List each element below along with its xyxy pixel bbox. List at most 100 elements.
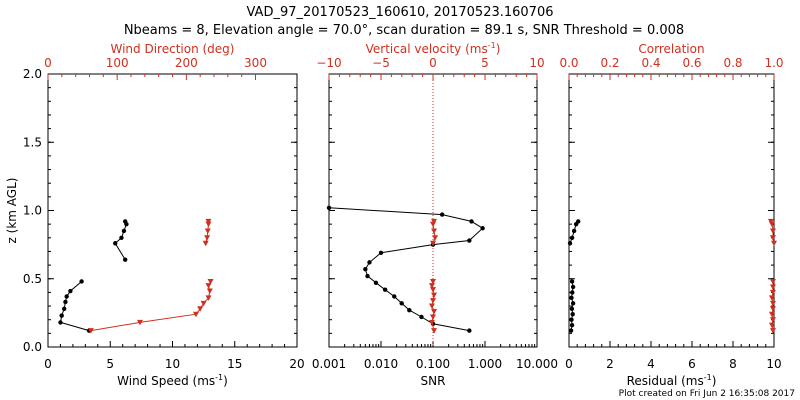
x-bottom-tick-label: 10 (165, 357, 180, 371)
series-line (90, 281, 211, 332)
data-point-triangle (428, 283, 435, 289)
data-point-triangle (431, 309, 438, 315)
data-point (469, 219, 474, 224)
y-axis-label: z (km AGL) (5, 178, 19, 244)
data-point (569, 322, 575, 328)
data-point (570, 284, 576, 290)
data-point (571, 228, 577, 234)
data-point-triangle (431, 292, 438, 299)
x-top-axis-label: Vertical velocity (ms-1) (366, 41, 501, 56)
x-bottom-tick-label: 15 (227, 357, 242, 371)
data-point (439, 212, 445, 217)
data-point-triangle (202, 240, 209, 247)
data-point-triangle (769, 289, 776, 296)
data-point-triangle (430, 298, 436, 304)
data-point (64, 294, 69, 299)
data-point-triangle (204, 235, 211, 241)
x-top-axis-label: Wind Direction (deg) (111, 42, 235, 56)
data-point (326, 205, 332, 210)
x-bottom-tick-label: 0 (44, 357, 52, 371)
data-point-triangle (428, 303, 435, 310)
data-point (570, 301, 576, 306)
x-bottom-tick-label: 0 (565, 357, 573, 371)
data-point (576, 219, 581, 224)
x-bottom-tick-label: 5 (106, 357, 114, 371)
data-point (569, 317, 574, 322)
x-top-tick-label: 0 (44, 56, 52, 70)
data-point-triangle (768, 322, 775, 329)
data-point-triangle (136, 319, 143, 326)
data-point (569, 306, 575, 311)
x-bottom-tick-label: 10 (766, 357, 781, 371)
data-point (122, 257, 128, 262)
figure-title-line2: Nbeams = 8, Elevation angle = 70.0°, sca… (124, 23, 684, 38)
x-bottom-tick-label: 0.100 (416, 357, 450, 371)
data-point (569, 235, 575, 240)
data-point-triangle (197, 306, 204, 312)
data-point-triangle (769, 328, 776, 334)
data-point-triangle (769, 317, 776, 323)
data-point (119, 235, 124, 240)
x-top-tick-label: −5 (372, 56, 390, 70)
data-point (63, 299, 68, 305)
data-point (569, 295, 574, 301)
x-top-tick-label: 1.0 (764, 56, 783, 70)
data-point-triangle (430, 314, 436, 320)
panel-wind-speed-direction: 0.0 0.5 1.0 1.5 2.0 z (km AGL) 0 5 10 15 20 Wind Sp… (5, 42, 305, 388)
data-point-triangle (205, 295, 212, 301)
data-point-triangle (431, 228, 438, 234)
x-top-tick-label: 0.4 (641, 56, 660, 70)
x-bottom-axis-label: Wind Speed (ms-1) (117, 373, 228, 388)
data-point-triangle (206, 288, 213, 295)
series-line (328, 207, 484, 332)
panel-residual-correlation: 0 2 4 6 8 10 Residual (ms-1) 0.0 0.2 0.4 0.6 0.8 1.0… (559, 42, 783, 388)
data-point (122, 219, 128, 224)
data-point (480, 226, 485, 231)
data-point-triangle (430, 240, 436, 247)
data-point (121, 228, 127, 234)
x-top-tick-label: 200 (175, 56, 198, 70)
data-point-triangle (768, 295, 775, 301)
figure-footer: Plot created on Fri Jun 2 16:35:08 2017 (619, 389, 795, 399)
data-point-triangle (87, 328, 94, 334)
data-point (392, 294, 397, 299)
data-point (363, 266, 368, 272)
data-point (419, 314, 424, 320)
y-tick-label: 1.0 (23, 204, 42, 218)
x-bottom-tick-label: 1.000 (468, 357, 502, 371)
data-point (59, 313, 64, 318)
data-point-triangle (769, 284, 776, 290)
y-tick-label: 1.5 (23, 135, 42, 149)
data-point (61, 306, 67, 311)
data-point (373, 280, 379, 286)
data-point-triangle (430, 287, 436, 293)
data-point (407, 307, 412, 313)
x-bottom-tick-label: 4 (647, 357, 655, 371)
x-top-tick-label: 0.8 (723, 56, 742, 70)
figure-title-line1: VAD_97_20170523_160610, 20170523.160706 (247, 5, 554, 20)
x-bottom-axis-label: SNR (421, 374, 446, 388)
x-bottom-tick-label: 0.001 (312, 357, 346, 371)
data-point-triangle (432, 235, 439, 241)
data-point (569, 279, 575, 284)
data-point-triangle (769, 228, 776, 234)
x-bottom-tick-label: 2 (606, 357, 614, 371)
x-bottom-tick-label: 0.010 (364, 357, 398, 371)
data-point (382, 287, 388, 292)
data-point (567, 241, 573, 246)
data-point (399, 301, 404, 306)
data-point (68, 288, 73, 294)
data-point-triangle (431, 328, 438, 334)
y-tick-label: 0.0 (23, 340, 42, 354)
series-line (570, 281, 574, 331)
x-top-tick-label: 0.0 (559, 56, 578, 70)
data-point-triangle (769, 235, 776, 241)
plot-frame (47, 73, 298, 348)
x-bottom-axis-label: Residual (ms-1) (627, 373, 717, 388)
data-point-triangle (771, 240, 777, 247)
y-tick-label: 0.5 (23, 272, 42, 286)
data-point-triangle (207, 278, 214, 285)
data-point-triangle (193, 311, 200, 318)
data-point-triangle (204, 228, 211, 234)
data-point-triangle (769, 306, 776, 312)
